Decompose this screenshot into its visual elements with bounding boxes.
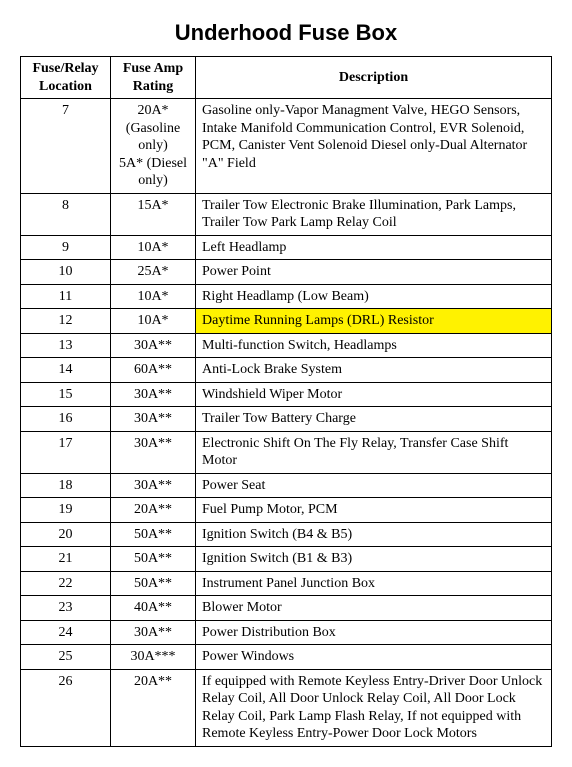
table-row: 720A* (Gasoline only) 5A* (Diesel only)G…	[21, 99, 552, 194]
table-row: 1730A**Electronic Shift On The Fly Relay…	[21, 431, 552, 473]
cell-amp: 50A**	[111, 571, 196, 596]
cell-amp: 30A**	[111, 431, 196, 473]
cell-location: 26	[21, 669, 111, 746]
cell-amp: 30A**	[111, 473, 196, 498]
fuse-table: Fuse/Relay Location Fuse Amp Rating Desc…	[20, 56, 552, 747]
cell-location: 13	[21, 333, 111, 358]
cell-description: Power Seat	[196, 473, 552, 498]
cell-location: 16	[21, 407, 111, 432]
page-title: Underhood Fuse Box	[20, 20, 552, 46]
table-row: 910A*Left Headlamp	[21, 235, 552, 260]
cell-amp: 10A*	[111, 309, 196, 334]
cell-description: If equipped with Remote Keyless Entry-Dr…	[196, 669, 552, 746]
cell-amp: 15A*	[111, 193, 196, 235]
cell-amp: 30A**	[111, 407, 196, 432]
table-row: 1830A**Power Seat	[21, 473, 552, 498]
cell-description: Anti-Lock Brake System	[196, 358, 552, 383]
cell-description: Daytime Running Lamps (DRL) Resistor	[196, 309, 552, 334]
cell-description: Electronic Shift On The Fly Relay, Trans…	[196, 431, 552, 473]
cell-description: Gasoline only-Vapor Managment Valve, HEG…	[196, 99, 552, 194]
cell-amp: 30A***	[111, 645, 196, 670]
cell-location: 18	[21, 473, 111, 498]
cell-description: Ignition Switch (B4 & B5)	[196, 522, 552, 547]
cell-amp: 50A**	[111, 522, 196, 547]
table-row: 1025A*Power Point	[21, 260, 552, 285]
cell-location: 9	[21, 235, 111, 260]
cell-amp: 25A*	[111, 260, 196, 285]
table-row: 2530A***Power Windows	[21, 645, 552, 670]
table-row: 1530A**Windshield Wiper Motor	[21, 382, 552, 407]
cell-location: 14	[21, 358, 111, 383]
cell-description: Power Distribution Box	[196, 620, 552, 645]
cell-description: Windshield Wiper Motor	[196, 382, 552, 407]
cell-description: Instrument Panel Junction Box	[196, 571, 552, 596]
cell-description: Right Headlamp (Low Beam)	[196, 284, 552, 309]
cell-amp: 20A**	[111, 669, 196, 746]
cell-amp: 60A**	[111, 358, 196, 383]
col-header-description: Description	[196, 57, 552, 99]
cell-location: 22	[21, 571, 111, 596]
cell-location: 21	[21, 547, 111, 572]
cell-location: 12	[21, 309, 111, 334]
cell-location: 24	[21, 620, 111, 645]
table-row: 2620A**If equipped with Remote Keyless E…	[21, 669, 552, 746]
table-row: 2250A**Instrument Panel Junction Box	[21, 571, 552, 596]
col-header-amp: Fuse Amp Rating	[111, 57, 196, 99]
cell-location: 7	[21, 99, 111, 194]
cell-location: 11	[21, 284, 111, 309]
cell-description: Multi-function Switch, Headlamps	[196, 333, 552, 358]
table-row: 1330A**Multi-function Switch, Headlamps	[21, 333, 552, 358]
cell-amp: 20A**	[111, 498, 196, 523]
table-row: 2050A**Ignition Switch (B4 & B5)	[21, 522, 552, 547]
cell-amp: 10A*	[111, 284, 196, 309]
cell-description: Ignition Switch (B1 & B3)	[196, 547, 552, 572]
cell-location: 8	[21, 193, 111, 235]
cell-location: 23	[21, 596, 111, 621]
cell-location: 15	[21, 382, 111, 407]
cell-description: Left Headlamp	[196, 235, 552, 260]
cell-location: 19	[21, 498, 111, 523]
cell-amp: 30A**	[111, 620, 196, 645]
cell-location: 20	[21, 522, 111, 547]
table-row: 2340A**Blower Motor	[21, 596, 552, 621]
cell-amp: 50A**	[111, 547, 196, 572]
cell-description: Trailer Tow Battery Charge	[196, 407, 552, 432]
col-header-location: Fuse/Relay Location	[21, 57, 111, 99]
table-row: 1210A*Daytime Running Lamps (DRL) Resist…	[21, 309, 552, 334]
cell-amp: 30A**	[111, 382, 196, 407]
cell-description: Power Point	[196, 260, 552, 285]
cell-description: Trailer Tow Electronic Brake Illuminatio…	[196, 193, 552, 235]
cell-location: 17	[21, 431, 111, 473]
table-row: 2430A**Power Distribution Box	[21, 620, 552, 645]
cell-description: Power Windows	[196, 645, 552, 670]
table-row: 815A*Trailer Tow Electronic Brake Illumi…	[21, 193, 552, 235]
cell-amp: 30A**	[111, 333, 196, 358]
cell-location: 10	[21, 260, 111, 285]
cell-amp: 20A* (Gasoline only) 5A* (Diesel only)	[111, 99, 196, 194]
cell-description: Fuel Pump Motor, PCM	[196, 498, 552, 523]
table-row: 1110A*Right Headlamp (Low Beam)	[21, 284, 552, 309]
table-row: 1460A**Anti-Lock Brake System	[21, 358, 552, 383]
cell-location: 25	[21, 645, 111, 670]
table-row: 1920A**Fuel Pump Motor, PCM	[21, 498, 552, 523]
table-header-row: Fuse/Relay Location Fuse Amp Rating Desc…	[21, 57, 552, 99]
cell-amp: 10A*	[111, 235, 196, 260]
cell-description: Blower Motor	[196, 596, 552, 621]
table-row: 1630A**Trailer Tow Battery Charge	[21, 407, 552, 432]
table-row: 2150A**Ignition Switch (B1 & B3)	[21, 547, 552, 572]
cell-amp: 40A**	[111, 596, 196, 621]
